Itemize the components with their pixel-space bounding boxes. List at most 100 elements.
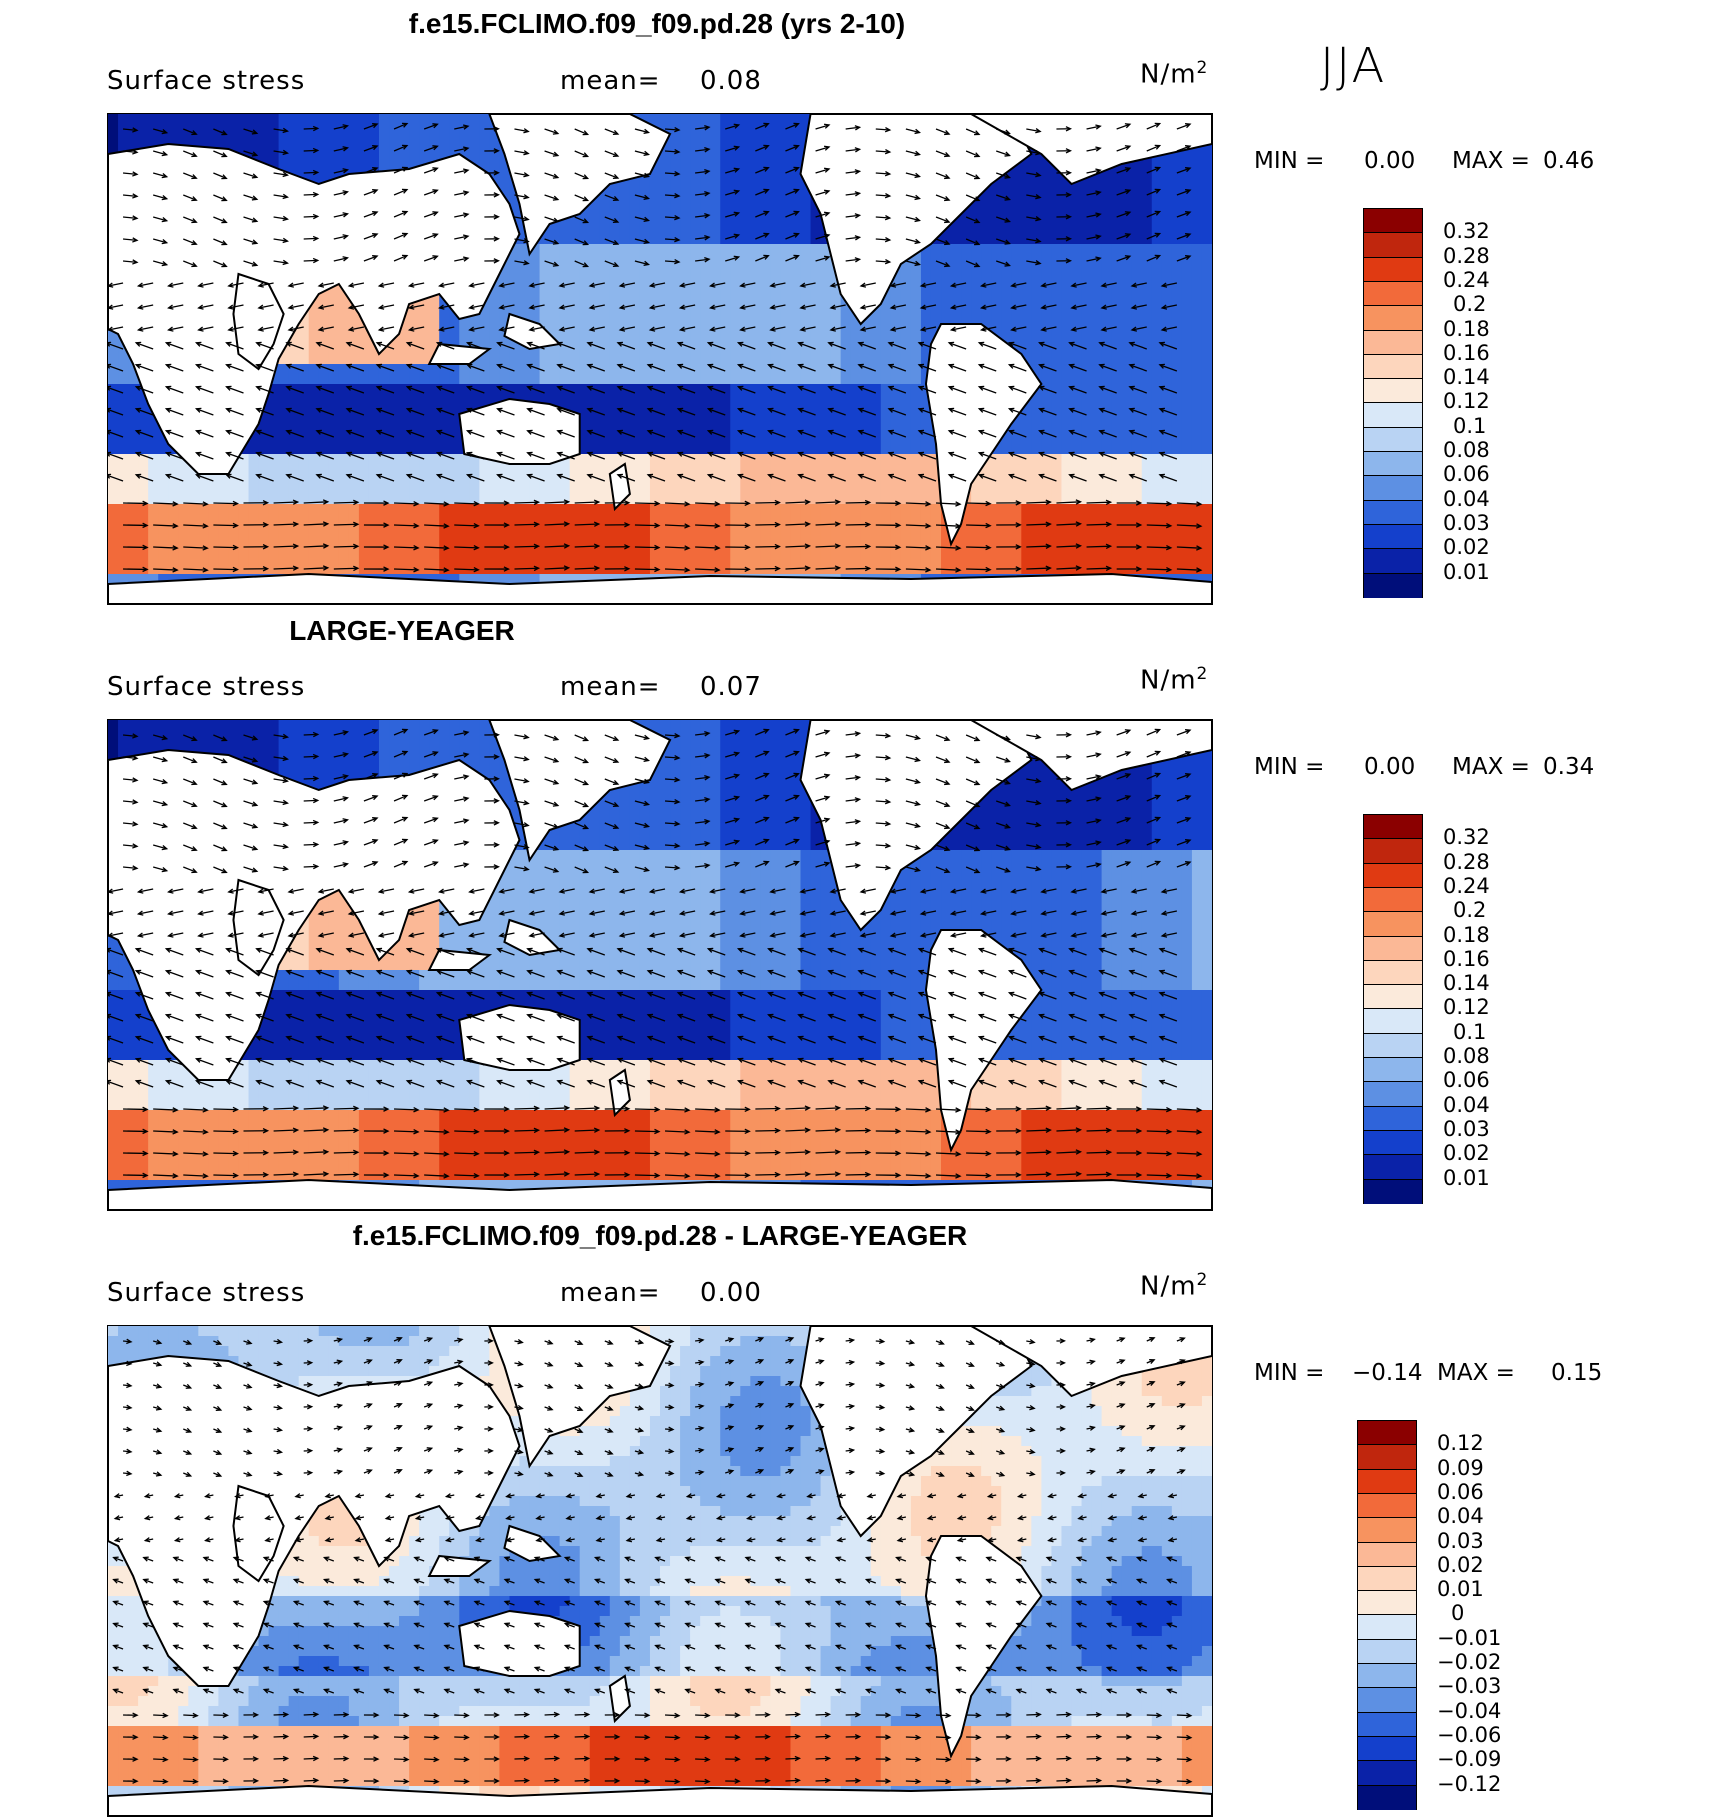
colorbar-swatch (1363, 524, 1423, 549)
panel-2-max-label: MAX = (1452, 754, 1530, 780)
colorbar-label: −0.09 (1437, 1747, 1501, 1771)
stress-map-svg (108, 1326, 1212, 1816)
colorbar-label: 0.18 (1443, 923, 1490, 947)
colorbar-label: 0.14 (1443, 365, 1490, 389)
stress-map-svg (108, 720, 1212, 1210)
panel-1-max-value: 0.46 (1543, 148, 1594, 174)
colorbar-label: 0.02 (1443, 535, 1490, 559)
colorbar-swatch (1357, 1687, 1417, 1712)
colorbar-label: −0.01 (1437, 1626, 1501, 1650)
colorbar-label: 0.06 (1443, 1068, 1490, 1092)
panel-3-units: N/m2 (1140, 1270, 1208, 1302)
colorbar-label: 0.12 (1443, 389, 1490, 413)
panel-1-mean-label: mean= (560, 66, 661, 96)
colorbar-swatch (1363, 1008, 1423, 1033)
colorbar-swatch (1363, 1033, 1423, 1058)
panel-2-units: N/m2 (1140, 664, 1208, 696)
panel-1-min-value: 0.00 (1364, 148, 1415, 174)
colorbar-label: 0.04 (1437, 1504, 1484, 1528)
colorbar-swatch (1357, 1517, 1417, 1542)
colorbar-swatch (1363, 1130, 1423, 1155)
colorbar-label: 0.08 (1443, 1044, 1490, 1068)
colorbar-swatch (1363, 1081, 1423, 1106)
colorbar-swatch (1357, 1760, 1417, 1785)
panel-2-min-value: 0.00 (1364, 754, 1415, 780)
panel-3-mean-label: mean= (560, 1278, 661, 1308)
colorbar-label: −0.02 (1437, 1650, 1501, 1674)
colorbar-label: 0.18 (1443, 317, 1490, 341)
panel-3-mean-value: 0.00 (700, 1278, 762, 1308)
colorbar-swatch (1357, 1542, 1417, 1567)
colorbar-swatch (1363, 354, 1423, 379)
panel-2-map (107, 719, 1213, 1211)
panel-1-variable: Surface stress (107, 66, 305, 96)
colorbar-swatch (1363, 1154, 1423, 1179)
colorbar-label: 0.14 (1443, 971, 1490, 995)
colorbar-label: 0.24 (1443, 268, 1490, 292)
panel-1-units: N/m2 (1140, 58, 1208, 90)
panel-3-min-value: −0.14 (1352, 1360, 1422, 1386)
colorbar-swatch (1363, 814, 1423, 839)
colorbar-swatch (1363, 305, 1423, 330)
colorbar-swatch (1363, 911, 1423, 936)
colorbar-label: 0.08 (1443, 438, 1490, 462)
colorbar-swatch (1363, 863, 1423, 888)
colorbar-swatch (1363, 427, 1423, 452)
colorbar-label: 0.24 (1443, 874, 1490, 898)
colorbar-swatch (1357, 1590, 1417, 1615)
colorbar-label: −0.04 (1437, 1699, 1501, 1723)
panel-3-title: f.e15.FCLIMO.f09_f09.pd.28 - LARGE-YEAGE… (110, 1220, 1210, 1252)
colorbar-label: 0.12 (1437, 1431, 1484, 1455)
colorbar-label: 0.03 (1443, 1117, 1490, 1141)
colorbar-swatch (1363, 1106, 1423, 1131)
colorbar-swatch (1363, 208, 1423, 233)
colorbar-swatch (1357, 1566, 1417, 1591)
panel-3-min-label: MIN = (1254, 1360, 1324, 1386)
panel-2-title: LARGE-YEAGER (0, 615, 952, 647)
colorbar-label: −0.03 (1437, 1674, 1501, 1698)
colorbar-label: −0.12 (1437, 1772, 1501, 1796)
colorbar-label: 0.16 (1443, 341, 1490, 365)
colorbar-swatch (1363, 402, 1423, 427)
panel-1-map (107, 113, 1213, 605)
panel-2-mean-value: 0.07 (700, 672, 762, 702)
colorbar-label: 0.28 (1443, 244, 1490, 268)
land-outline (108, 574, 1212, 604)
colorbar-swatch (1363, 330, 1423, 355)
colorbar-swatch (1357, 1639, 1417, 1664)
colorbar-label: 0.28 (1443, 850, 1490, 874)
colorbar-label: 0.02 (1443, 1141, 1490, 1165)
land-outline (108, 1180, 1212, 1210)
colorbar-label: 0.2 (1453, 898, 1486, 922)
colorbar-label: 0.32 (1443, 219, 1490, 243)
colorbar-label: −0.06 (1437, 1723, 1501, 1747)
panel-2-min-label: MIN = (1254, 754, 1324, 780)
panel-2-mean-label: mean= (560, 672, 661, 702)
colorbar-label: 0.06 (1437, 1480, 1484, 1504)
colorbar-swatch (1363, 1057, 1423, 1082)
colorbar-label: 0.16 (1443, 947, 1490, 971)
panel-1-max-label: MAX = (1452, 148, 1530, 174)
colorbar-swatch (1357, 1614, 1417, 1639)
colorbar-swatch (1363, 232, 1423, 257)
colorbar-swatch (1363, 281, 1423, 306)
colorbar-swatch (1363, 257, 1423, 282)
colorbar-label: 0.02 (1437, 1553, 1484, 1577)
colorbar-label: 0.04 (1443, 1093, 1490, 1117)
colorbar-swatch (1363, 960, 1423, 985)
colorbar-label: 0.03 (1437, 1529, 1484, 1553)
panel-1-mean-value: 0.08 (700, 66, 762, 96)
colorbar-swatch (1357, 1469, 1417, 1494)
colorbar-label: 0.2 (1453, 292, 1486, 316)
panel-3-max-value: 0.15 (1551, 1360, 1602, 1386)
colorbar-label: 0.12 (1443, 995, 1490, 1019)
colorbar-label: 0.32 (1443, 825, 1490, 849)
colorbar-swatch (1363, 984, 1423, 1009)
colorbar-swatch (1363, 378, 1423, 403)
land-outline (108, 1786, 1212, 1816)
season-label: JJA (1320, 38, 1386, 94)
colorbar-swatch (1363, 838, 1423, 863)
colorbar-swatch (1363, 451, 1423, 476)
colorbar-label: 0.1 (1453, 414, 1486, 438)
colorbar-label: 0.06 (1443, 462, 1490, 486)
